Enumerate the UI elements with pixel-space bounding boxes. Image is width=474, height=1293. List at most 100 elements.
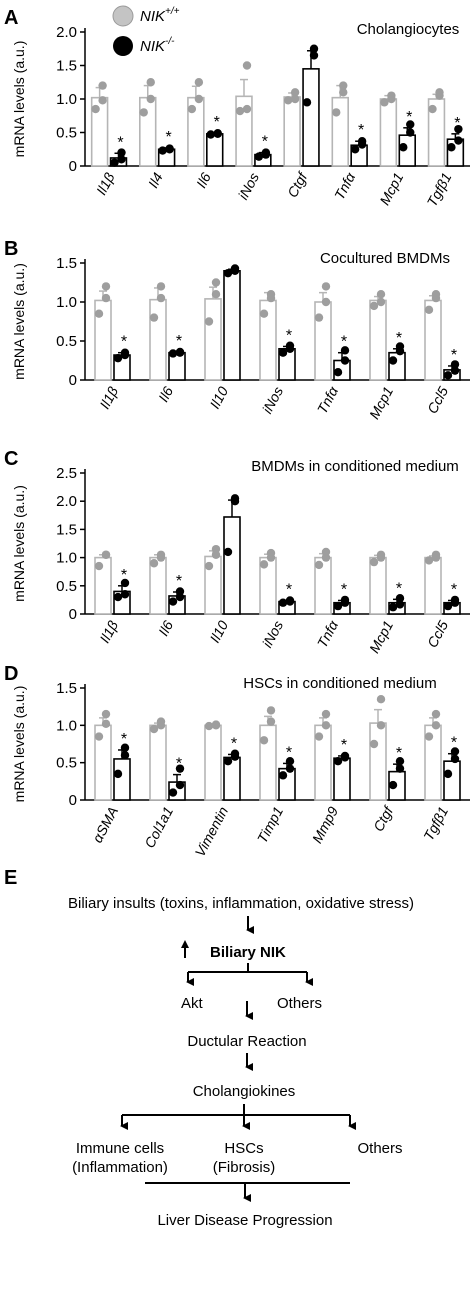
data-point-wt	[101, 282, 111, 291]
data-point-ko	[175, 347, 185, 357]
data-point-ko	[158, 146, 167, 155]
category-label: Mcp1	[366, 618, 396, 656]
data-point-ko	[120, 751, 130, 760]
diagram-ductular-text: Ductular Reaction	[187, 1033, 306, 1050]
data-point-ko	[395, 342, 405, 351]
data-point-wt	[290, 88, 300, 97]
significance-star: *	[214, 114, 220, 131]
data-point-wt	[339, 88, 348, 97]
data-point-ko	[450, 747, 460, 756]
data-point-ko	[454, 136, 463, 145]
significance-star: *	[286, 581, 292, 598]
significance-star: *	[121, 731, 127, 748]
data-point-ko	[447, 143, 456, 152]
significance-star: *	[166, 129, 172, 146]
data-point-ko	[175, 587, 185, 596]
category-label: Il1β	[96, 384, 121, 412]
category-label: Mcp1	[366, 384, 396, 422]
data-point-wt	[211, 290, 221, 299]
diagram-others2-text: Others	[357, 1140, 402, 1157]
data-point-ko	[450, 366, 460, 375]
diagram-akt-text: Akt	[181, 995, 204, 1012]
data-point-wt	[314, 560, 324, 570]
data-point-wt	[321, 721, 331, 730]
data-point-wt	[380, 98, 389, 107]
data-point-ko	[113, 769, 123, 779]
significance-star: *	[451, 581, 457, 598]
data-point-ko	[120, 743, 130, 752]
data-point-wt	[211, 544, 221, 554]
data-point-wt	[369, 739, 379, 749]
data-point-ko	[333, 756, 343, 766]
data-point-ko	[213, 128, 222, 138]
data-point-wt	[376, 290, 386, 299]
panel-letter-d: D	[4, 663, 18, 685]
category-label: Il6	[155, 384, 176, 405]
significance-star: *	[451, 347, 457, 364]
data-point-wt	[321, 709, 331, 719]
y-axis-label: mRNA levels (a.u.)	[11, 686, 27, 803]
data-point-ko	[113, 353, 123, 363]
data-point-ko	[454, 124, 463, 134]
panel-letter-e: E	[4, 867, 17, 889]
data-point-wt	[321, 547, 331, 557]
data-point-wt	[146, 94, 155, 104]
category-label: Il4	[145, 170, 166, 191]
data-point-ko	[450, 754, 460, 764]
data-point-wt	[94, 732, 104, 741]
y-axis-label: mRNA levels (a.u.)	[11, 41, 27, 158]
chart-title: BMDMs in conditioned medium	[251, 458, 459, 475]
data-point-ko	[333, 368, 343, 377]
data-point-ko	[388, 603, 398, 612]
data-point-wt	[98, 81, 107, 90]
data-point-wt	[424, 732, 434, 741]
category-label: Ccl5	[424, 384, 451, 416]
data-point-wt	[321, 297, 331, 307]
diagram-immune-sub-text: (Inflammation)	[72, 1159, 168, 1176]
data-point-ko	[230, 264, 240, 273]
data-point-ko	[254, 152, 264, 161]
data-point-ko	[443, 371, 453, 380]
data-point-ko	[117, 155, 126, 164]
diagram-top-text: Biliary insults (toxins, inflammation, o…	[68, 895, 414, 912]
data-point-wt	[259, 736, 269, 745]
bar-wt	[204, 724, 222, 801]
y-tick-label: 0.5	[56, 125, 77, 142]
bar-wt	[379, 98, 398, 167]
data-point-ko	[285, 756, 295, 766]
data-point-ko	[340, 751, 350, 761]
significance-star: *	[231, 735, 237, 752]
data-point-wt	[314, 732, 324, 741]
diagram-hsc-sub-text: (Fibrosis)	[213, 1159, 276, 1176]
category-label: Col1a1	[141, 804, 176, 851]
data-point-wt	[98, 96, 107, 105]
data-point-wt	[211, 278, 221, 287]
data-point-ko	[285, 341, 295, 350]
data-point-ko	[206, 130, 215, 139]
diagram-bottom-text: Liver Disease Progression	[157, 1212, 332, 1229]
diagram-others1-text: Others	[277, 995, 322, 1012]
category-label: αSMA	[89, 804, 121, 845]
data-point-wt	[149, 313, 159, 322]
data-point-ko	[285, 596, 295, 605]
data-point-wt	[431, 721, 441, 730]
data-point-wt	[266, 717, 276, 726]
category-label: Ctgf	[284, 168, 311, 200]
significance-star: *	[396, 330, 402, 347]
category-label: Tgfβ1	[424, 170, 455, 209]
data-point-ko	[340, 595, 350, 605]
data-point-ko	[165, 144, 174, 153]
data-point-wt	[204, 561, 214, 571]
y-tick-label: 1.0	[56, 91, 77, 108]
y-tick-label: 1.5	[56, 255, 77, 272]
data-point-wt	[156, 550, 166, 559]
data-point-ko	[443, 769, 453, 779]
data-point-wt	[266, 706, 276, 715]
data-point-wt	[146, 78, 155, 87]
bar-wt	[424, 556, 442, 615]
category-label: iNos	[235, 170, 262, 202]
significance-star: *	[341, 581, 347, 598]
data-point-wt	[332, 108, 341, 117]
significance-star: *	[286, 327, 292, 344]
category-label: Il10	[206, 384, 231, 412]
